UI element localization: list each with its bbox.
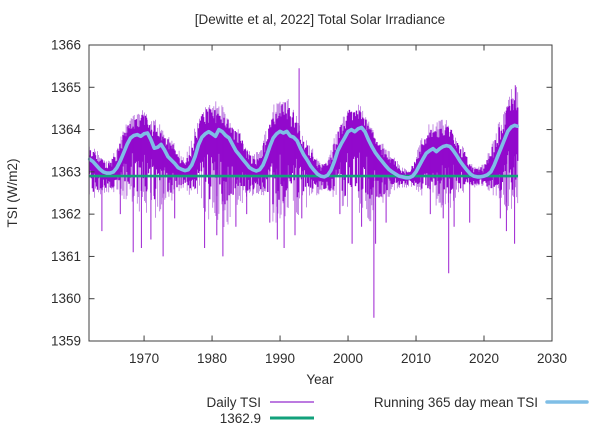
plot-area (87, 68, 520, 318)
y-tick-label: 1366 (51, 38, 81, 53)
y-tick-label: 1363 (51, 164, 81, 179)
y-tick-label: 1364 (51, 122, 82, 137)
y-axis-label: TSI (W/m2) (5, 159, 20, 228)
x-tick-label: 2020 (469, 351, 499, 366)
x-tick-label: 2030 (537, 351, 567, 366)
y-tick-label: 1359 (51, 334, 81, 349)
x-tick-label: 1990 (265, 351, 295, 366)
y-tick-label: 1362 (51, 207, 81, 222)
legend-label-baseline: 1362.9 (220, 411, 261, 426)
legend-label-daily-tsi: Daily TSI (206, 395, 261, 410)
legend: Daily TSI Running 365 day mean TSI 1362.… (206, 395, 589, 426)
x-tick-label: 1970 (129, 351, 159, 366)
daily-tsi-extreme-spikes (101, 68, 516, 318)
legend-label-running-mean: Running 365 day mean TSI (374, 395, 538, 410)
x-tick-label: 2000 (333, 351, 363, 366)
y-tick-label: 1361 (51, 249, 81, 264)
x-axis-label: Year (306, 372, 334, 387)
chart-title: [Dewitte et al, 2022] Total Solar Irradi… (195, 12, 445, 27)
plot-frame (88, 44, 553, 342)
y-tick-label: 1360 (51, 291, 81, 306)
y-tick-label: 1365 (51, 80, 81, 95)
x-tick-label: 1980 (197, 351, 227, 366)
running-mean-line (87, 123, 520, 180)
x-tick-label: 2010 (401, 351, 431, 366)
axis-ticks: 1970 1980 1990 2000 2010 2020 2030 1359 1360 1361… (51, 38, 567, 367)
